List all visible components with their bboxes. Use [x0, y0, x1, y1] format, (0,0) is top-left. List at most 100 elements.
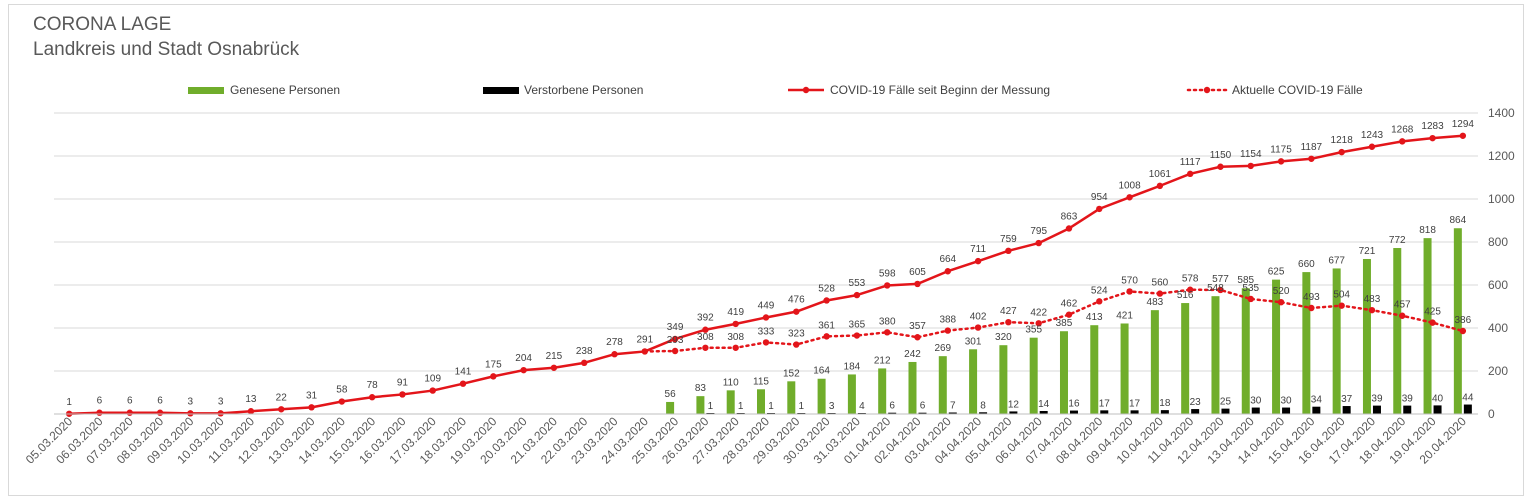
- bar-deceased: [1403, 405, 1412, 414]
- bar-recovered: [1120, 323, 1129, 414]
- bar-recovered: [817, 378, 826, 414]
- point-total-cases: [338, 398, 346, 405]
- data-label-total: 22: [276, 392, 288, 403]
- point-total-cases: [1277, 158, 1285, 165]
- data-label-total: 278: [606, 337, 623, 348]
- point-total-cases: [944, 268, 951, 275]
- data-label-total: 291: [636, 334, 653, 345]
- bar-deceased: [1160, 410, 1169, 414]
- bar-recovered: [1453, 228, 1462, 414]
- data-label-total: 664: [939, 254, 956, 265]
- bar-recovered: [1241, 288, 1250, 414]
- bar-recovered: [1393, 248, 1402, 414]
- data-label-total: 449: [758, 300, 775, 311]
- data-label-active: 386: [1455, 315, 1472, 326]
- point-active-cases: [974, 324, 982, 331]
- data-label-active: 333: [758, 326, 775, 337]
- data-label-deceased: 40: [1432, 393, 1444, 404]
- data-label-total: 1061: [1149, 169, 1172, 180]
- point-total-cases: [1247, 162, 1254, 170]
- data-label-total: 476: [788, 295, 805, 306]
- data-label-deceased: 25: [1220, 397, 1232, 408]
- data-label-deceased: 6: [889, 401, 895, 412]
- data-label-active: 504: [1333, 290, 1350, 301]
- bar-deceased: [1372, 405, 1381, 414]
- bar-recovered: [847, 374, 856, 414]
- data-label-total: 31: [306, 390, 318, 401]
- bar-recovered: [969, 349, 978, 414]
- point-total-cases: [96, 409, 103, 416]
- bar-deceased: [979, 412, 988, 414]
- lines: [65, 132, 1467, 417]
- data-label-recovered: 184: [844, 361, 861, 372]
- data-label-recovered: 110: [723, 377, 739, 388]
- data-label-recovered: 818: [1419, 225, 1436, 236]
- point-total-cases: [702, 326, 709, 333]
- data-label-deceased: 16: [1068, 399, 1080, 410]
- data-label-active: 524: [1091, 285, 1108, 296]
- point-active-cases: [1399, 312, 1406, 319]
- data-label-recovered: 83: [695, 383, 707, 394]
- point-total-cases: [732, 320, 739, 328]
- data-label-deceased: 39: [1371, 394, 1383, 405]
- point-total-cases: [883, 282, 891, 289]
- bar-deceased: [1251, 407, 1260, 414]
- data-label-total: 78: [367, 380, 379, 391]
- data-label-total: 1243: [1361, 130, 1384, 141]
- bar-recovered: [1150, 310, 1159, 414]
- data-label-recovered: 677: [1328, 255, 1345, 266]
- point-total-cases: [1338, 148, 1345, 156]
- point-total-cases: [429, 387, 436, 394]
- data-label-total: 1283: [1421, 121, 1444, 132]
- point-active-cases: [1247, 295, 1254, 303]
- data-label-total: 238: [576, 346, 593, 357]
- data-label-deceased: 1: [799, 401, 805, 412]
- data-label-active: 361: [818, 320, 835, 331]
- data-label-deceased: 6: [920, 401, 926, 412]
- data-label-total: 6: [97, 396, 103, 407]
- data-label-total: 3: [188, 396, 194, 407]
- point-total-cases: [1368, 143, 1376, 150]
- bar-recovered: [787, 381, 796, 414]
- point-active-cases: [1065, 311, 1073, 318]
- legend-label-recovered: Genesene Personen: [230, 83, 340, 97]
- bar-deceased: [1130, 410, 1139, 414]
- data-label-total: 215: [546, 351, 563, 362]
- chart-subtitle: Landkreis und Stadt Osnabrück: [33, 39, 300, 60]
- point-total-cases: [459, 380, 467, 387]
- data-label-deceased: 1: [768, 401, 774, 412]
- bar-deceased: [918, 412, 927, 414]
- bar-recovered: [938, 356, 947, 414]
- data-label-active: 425: [1424, 307, 1441, 318]
- data-label-deceased: 14: [1038, 399, 1050, 410]
- data-label-deceased: 3: [829, 401, 835, 412]
- y-tick-label: 200: [1488, 364, 1508, 378]
- data-label-active: 380: [879, 316, 896, 327]
- point-total-cases: [611, 351, 618, 358]
- legend-marker-active: [1203, 86, 1211, 94]
- data-label-recovered: 421: [1116, 310, 1133, 321]
- chart-title: CORONA LAGE: [33, 14, 172, 35]
- y-tick-label: 1400: [1488, 106, 1515, 120]
- bar-deceased: [1069, 410, 1078, 414]
- legend: Genesene Personen Verstorbene Personen COV…: [188, 83, 1363, 97]
- data-label-total: 419: [727, 307, 744, 318]
- bar-recovered: [1332, 268, 1341, 414]
- point-total-cases: [1126, 194, 1133, 201]
- legend-label-deceased: Verstorbene Personen: [524, 83, 643, 97]
- point-total-cases: [914, 280, 921, 288]
- point-active-cases: [853, 332, 861, 339]
- gridlines: [54, 112, 1478, 415]
- data-label-recovered: 864: [1450, 215, 1467, 226]
- bar-deceased: [1100, 410, 1109, 414]
- data-label-total: 91: [397, 377, 409, 388]
- data-label-total: 598: [879, 268, 896, 279]
- data-label-recovered: 212: [874, 355, 891, 366]
- data-label-recovered: 483: [1147, 297, 1164, 308]
- data-label-active: 293: [667, 335, 684, 346]
- data-label-deceased: 39: [1402, 394, 1414, 405]
- data-label-total: 605: [909, 267, 926, 278]
- data-label-total: 1154: [1240, 149, 1262, 160]
- data-label-deceased: 44: [1462, 393, 1474, 404]
- legend-swatch-recovered: [188, 87, 224, 94]
